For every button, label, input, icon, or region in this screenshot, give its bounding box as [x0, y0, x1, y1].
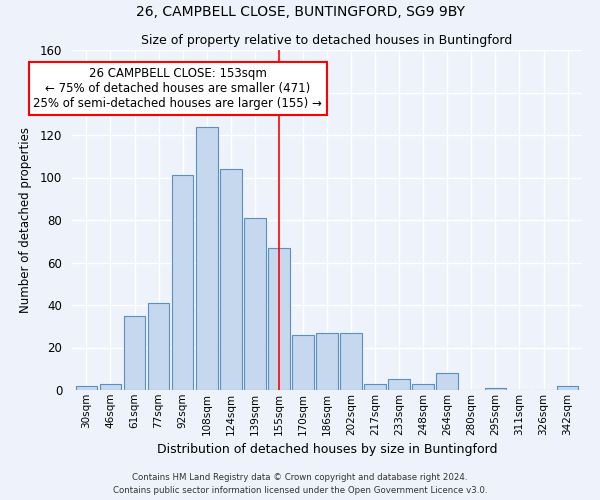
Bar: [412, 384, 434, 390]
Title: Size of property relative to detached houses in Buntingford: Size of property relative to detached ho…: [142, 34, 512, 48]
Bar: [100, 384, 121, 390]
Bar: [268, 248, 290, 390]
Text: Contains HM Land Registry data © Crown copyright and database right 2024.
Contai: Contains HM Land Registry data © Crown c…: [113, 474, 487, 495]
Bar: [244, 218, 266, 390]
Bar: [340, 332, 362, 390]
Bar: [292, 335, 314, 390]
Bar: [196, 126, 218, 390]
Text: 26, CAMPBELL CLOSE, BUNTINGFORD, SG9 9BY: 26, CAMPBELL CLOSE, BUNTINGFORD, SG9 9BY: [136, 5, 464, 19]
Bar: [388, 380, 410, 390]
Bar: [76, 386, 97, 390]
Text: 26 CAMPBELL CLOSE: 153sqm
← 75% of detached houses are smaller (471)
25% of semi: 26 CAMPBELL CLOSE: 153sqm ← 75% of detac…: [34, 67, 322, 110]
Bar: [557, 386, 578, 390]
Bar: [316, 332, 338, 390]
Bar: [436, 373, 458, 390]
Bar: [485, 388, 506, 390]
Y-axis label: Number of detached properties: Number of detached properties: [19, 127, 32, 313]
X-axis label: Distribution of detached houses by size in Buntingford: Distribution of detached houses by size …: [157, 443, 497, 456]
Bar: [220, 169, 242, 390]
Bar: [172, 176, 193, 390]
Bar: [124, 316, 145, 390]
Bar: [148, 303, 169, 390]
Bar: [364, 384, 386, 390]
